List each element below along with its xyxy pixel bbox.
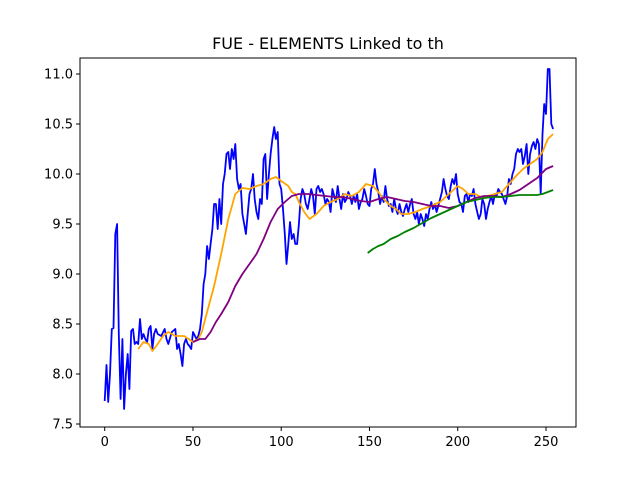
- y-tick-label: 11.0: [44, 68, 73, 83]
- chart-title: FUE - ELEMENTS Linked to th: [212, 34, 444, 53]
- y-tick-label: 10.0: [44, 168, 73, 183]
- x-tick-label: 250: [534, 435, 559, 450]
- x-tick-label: 0: [101, 435, 109, 450]
- axes-frame: [79, 57, 577, 428]
- y-tick-label: 9.0: [52, 268, 73, 283]
- x-axis: 0 50 100 150 200 250: [101, 427, 559, 450]
- series-line-1: [103, 68, 554, 410]
- series-line-3: [192, 165, 554, 343]
- y-tick-label: 10.5: [44, 118, 73, 133]
- x-tick-label: 200: [445, 435, 470, 450]
- y-tick-label: 8.0: [52, 368, 73, 383]
- y-tick-label: 8.5: [52, 318, 73, 333]
- y-tick-label: 7.5: [52, 418, 73, 433]
- series-line-4: [367, 189, 554, 254]
- y-tick-label: 9.5: [52, 218, 73, 233]
- x-tick-label: 150: [357, 435, 382, 450]
- y-axis: 7.5 8.0 8.5 9.0 9.5 10.0 10.5 11.0: [44, 68, 80, 433]
- series-layer: [103, 68, 554, 410]
- x-tick-label: 50: [185, 435, 202, 450]
- x-tick-label: 100: [269, 435, 294, 450]
- plot-area: 0 50 100 150 200 250 7.5 8.0 8.5 9.0 9.5 10.0 10.5 1…: [44, 57, 577, 450]
